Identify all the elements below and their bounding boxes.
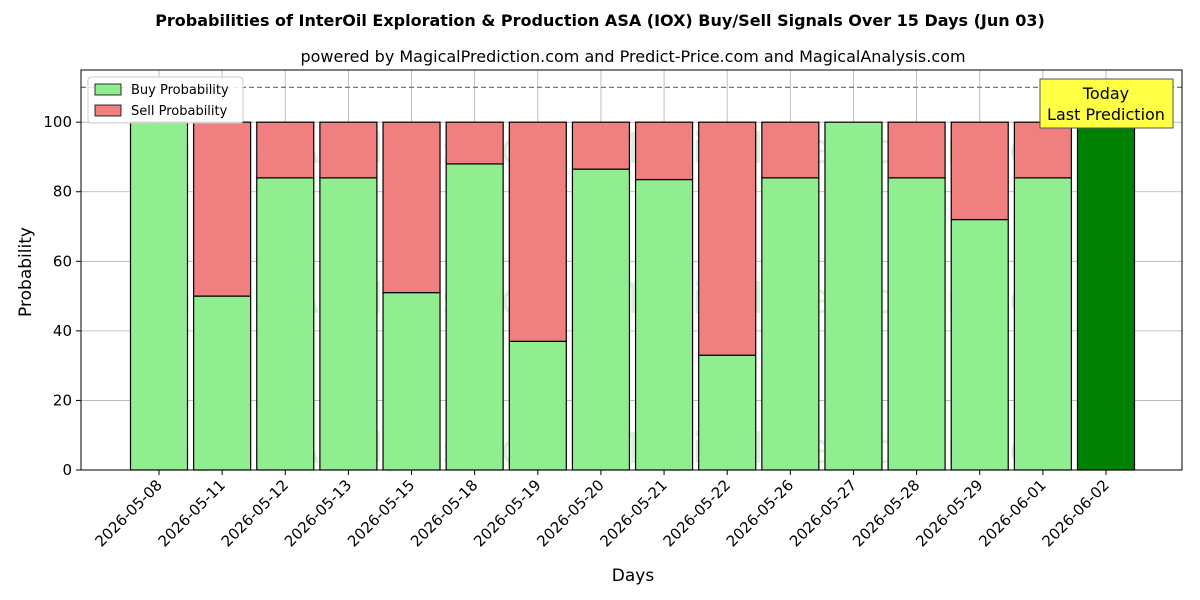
y-axis-label: Probability — [16, 227, 36, 317]
x-tick-label: 2026-05-18 — [407, 476, 481, 550]
y-tick-label: 60 — [53, 252, 72, 270]
sell-bar — [382, 121, 441, 294]
buy-bar — [698, 354, 757, 471]
x-tick-label: 2026-05-29 — [912, 476, 986, 550]
x-axis: 2026-05-082026-05-112026-05-122026-05-13… — [91, 470, 1113, 550]
buy-bar — [1076, 121, 1136, 471]
x-tick-label: 2026-05-22 — [660, 476, 734, 550]
sell-bar — [445, 121, 504, 165]
sell-bar — [887, 121, 946, 179]
legend-box — [87, 76, 244, 124]
y-tick-label: 40 — [53, 322, 72, 340]
plot-frame — [80, 69, 1183, 471]
y-tick-label: 0 — [62, 461, 72, 479]
x-tick-label: 2026-05-12 — [218, 476, 292, 550]
legend-swatch-sell — [94, 104, 122, 117]
buy-bar — [824, 121, 883, 471]
bars — [129, 121, 1136, 471]
x-tick-label: 2026-05-11 — [155, 476, 229, 550]
x-tick-label: 2026-05-08 — [91, 476, 165, 550]
today-annotation-box — [1039, 78, 1174, 129]
sell-bar — [698, 121, 757, 356]
x-tick-label: 2026-05-19 — [470, 476, 544, 550]
x-tick-label: 2026-06-01 — [975, 476, 1049, 550]
sell-bar — [571, 121, 631, 170]
today-annotation-line1: Today — [1082, 84, 1129, 103]
y-tick-label: 100 — [43, 113, 72, 131]
buy-bar — [1013, 177, 1072, 471]
x-tick-label: 2026-05-28 — [849, 476, 923, 550]
x-tick-label: 2026-05-20 — [533, 476, 607, 550]
buy-bar — [129, 121, 189, 471]
y-tick-label: 80 — [53, 183, 72, 201]
y-axis: 0 20 40 60 80 100 — [43, 113, 81, 479]
x-tick-label: 2026-05-27 — [786, 476, 860, 550]
x-tick-label: 2026-05-15 — [344, 476, 418, 550]
buy-bar — [319, 177, 378, 471]
chart-subtitle: powered by MagicalPrediction.com and Pre… — [300, 47, 965, 66]
y-tick-label: 20 — [53, 391, 72, 409]
legend-label-buy: Buy Probability — [131, 83, 229, 98]
sell-bar — [950, 121, 1009, 221]
sell-bar — [761, 121, 820, 179]
sell-bar — [634, 121, 694, 181]
x-axis-label: Days — [612, 566, 655, 586]
buy-bar — [193, 295, 252, 471]
sell-bar — [193, 121, 252, 297]
today-annotation: Today Last Prediction — [1039, 78, 1174, 129]
buy-bar — [256, 177, 315, 471]
buy-bar — [445, 163, 504, 471]
x-tick-label: 2026-05-21 — [597, 476, 671, 550]
x-tick-label: 2026-05-26 — [723, 476, 797, 550]
legend-label-sell: Sell Probability — [131, 104, 228, 119]
buy-bar — [382, 292, 441, 471]
sell-bar — [256, 121, 315, 179]
legend-swatch-buy — [94, 83, 122, 96]
chart-title: Probabilities of InterOil Exploration & … — [155, 11, 1045, 30]
buy-bar — [761, 177, 820, 471]
x-tick-label: 2026-06-02 — [1038, 476, 1112, 550]
sell-bar — [1013, 121, 1072, 179]
today-annotation-line2: Last Prediction — [1047, 105, 1165, 124]
buy-bar — [887, 177, 946, 471]
legend: Buy Probability Sell Probability — [87, 76, 244, 124]
x-tick-label: 2026-05-13 — [281, 476, 355, 550]
buy-bar — [950, 218, 1009, 471]
sell-bar — [508, 121, 567, 342]
buy-bar — [634, 178, 694, 471]
buy-bar — [571, 168, 631, 471]
sell-bar — [319, 121, 378, 179]
buy-bar — [508, 340, 567, 471]
